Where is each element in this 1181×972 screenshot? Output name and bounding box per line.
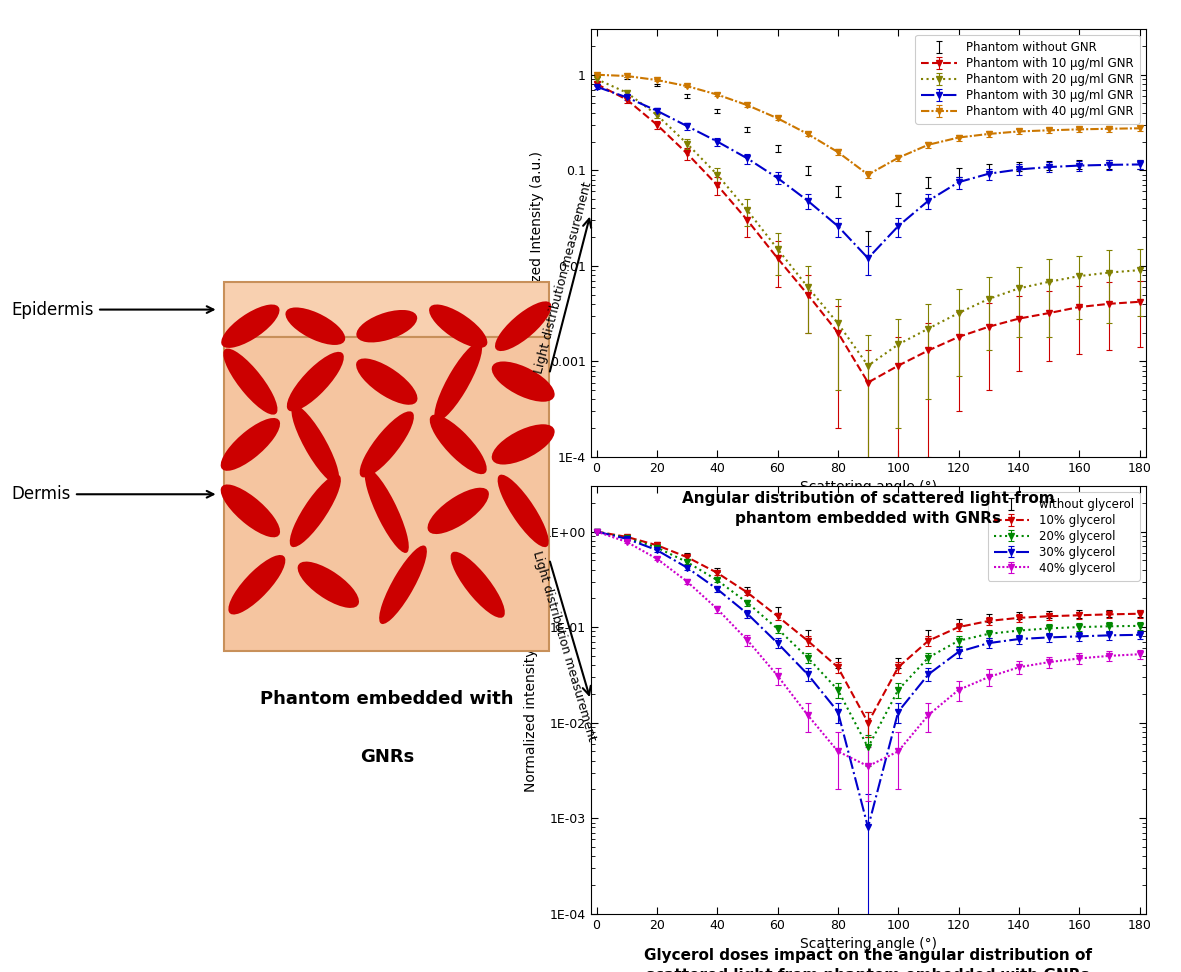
Legend: without glycerol, 10% glycerol, 20% glycerol, 30% glycerol, 40% glycerol: without glycerol, 10% glycerol, 20% glyc… — [987, 492, 1140, 580]
Ellipse shape — [365, 469, 409, 553]
Ellipse shape — [221, 304, 280, 348]
Ellipse shape — [289, 474, 341, 547]
Text: Dermis: Dermis — [12, 485, 214, 503]
Text: Light distribution measurement: Light distribution measurement — [529, 549, 598, 743]
Bar — [224, 337, 549, 651]
Ellipse shape — [497, 474, 549, 547]
Y-axis label: Normalized Intensity (a.u.): Normalized Intensity (a.u.) — [530, 151, 544, 335]
Ellipse shape — [292, 405, 339, 484]
Ellipse shape — [429, 304, 488, 348]
Ellipse shape — [298, 562, 359, 608]
Y-axis label: Normalized intensity (a.u.): Normalized intensity (a.u.) — [523, 608, 537, 792]
X-axis label: Scattering angle (°): Scattering angle (°) — [800, 937, 937, 951]
Text: Angular distribution of scattered light from
phantom embedded with GNRs: Angular distribution of scattered light … — [681, 491, 1055, 526]
Ellipse shape — [357, 359, 417, 404]
Ellipse shape — [223, 349, 278, 415]
Ellipse shape — [357, 310, 417, 342]
Ellipse shape — [435, 342, 482, 421]
Ellipse shape — [379, 545, 426, 624]
Text: Epidermis: Epidermis — [12, 300, 214, 319]
Ellipse shape — [428, 488, 489, 534]
Text: Glycerol doses impact on the angular distribution of
scattered light from phanto: Glycerol doses impact on the angular dis… — [644, 948, 1092, 972]
Ellipse shape — [221, 418, 280, 470]
Ellipse shape — [286, 307, 345, 345]
Ellipse shape — [451, 552, 504, 618]
Ellipse shape — [430, 415, 487, 474]
Legend: Phantom without GNR, Phantom with 10 μg/ml GNR, Phantom with 20 μg/ml GNR, Phant: Phantom without GNR, Phantom with 10 μg/… — [915, 35, 1140, 123]
Ellipse shape — [287, 352, 344, 411]
Text: GNRs: GNRs — [360, 748, 413, 767]
Ellipse shape — [491, 424, 555, 465]
Ellipse shape — [221, 484, 280, 538]
Ellipse shape — [228, 555, 286, 614]
Ellipse shape — [491, 362, 555, 401]
Ellipse shape — [360, 411, 413, 477]
Bar — [224, 282, 549, 337]
Text: Light distribution measurement: Light distribution measurement — [533, 181, 594, 375]
X-axis label: Scattering angle (°): Scattering angle (°) — [800, 480, 937, 494]
Ellipse shape — [495, 301, 552, 351]
Text: Phantom embedded with: Phantom embedded with — [260, 690, 514, 709]
